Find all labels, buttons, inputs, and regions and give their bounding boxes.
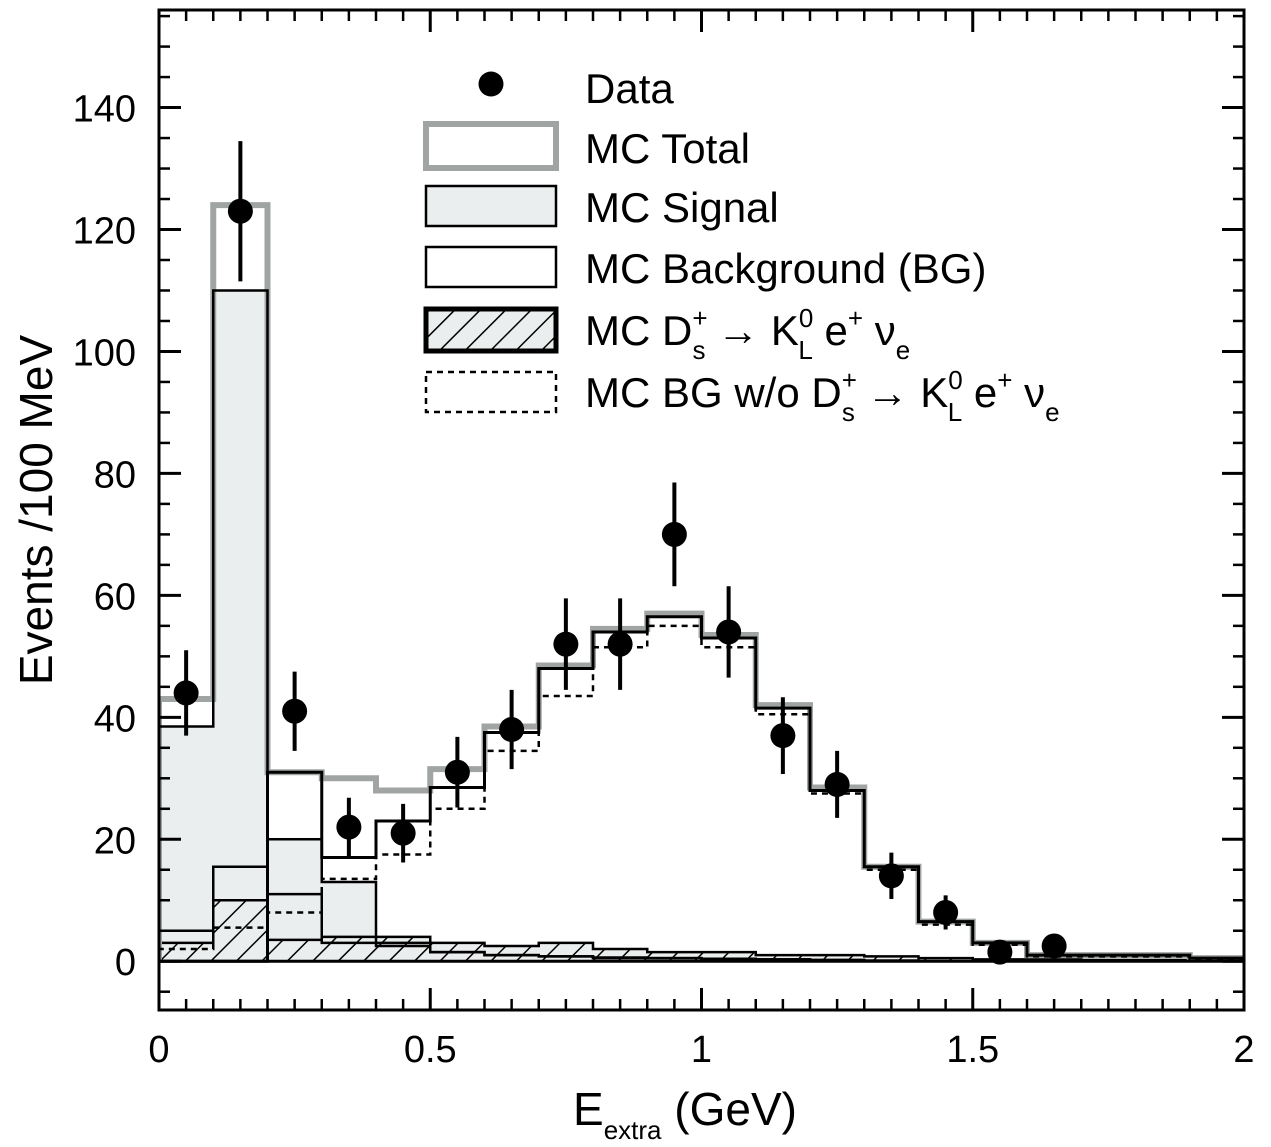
legend-label-data: Data	[585, 65, 674, 112]
y-tick-label: 120	[73, 211, 136, 253]
x-axis-title-subscript: extra	[604, 1115, 662, 1145]
data-point	[390, 820, 416, 846]
legend-bg-without-kl-key	[424, 370, 558, 414]
legend-mc-total-key	[423, 121, 559, 171]
data-point	[770, 723, 796, 749]
x-tick-label: 1	[691, 1029, 712, 1071]
legend-label-mc-total: MC Total	[585, 125, 750, 172]
x-tick-label: 2	[1233, 1029, 1254, 1071]
data-point	[444, 759, 470, 785]
data-point	[933, 899, 959, 925]
data-point	[824, 771, 850, 797]
x-axis-title: Eextra (GeV)	[573, 1083, 797, 1145]
legend-mc-signal-key	[424, 184, 558, 228]
x-tick-label: 0	[148, 1029, 169, 1071]
data-point	[553, 631, 579, 657]
data-points	[173, 141, 1067, 965]
mc-bg-without-kl-histogram	[159, 624, 1244, 962]
legend-kl-key	[423, 306, 559, 354]
y-tick-label: 80	[94, 454, 136, 496]
legend-mc-background-key	[424, 245, 558, 289]
legend-label-mc-background: MC Background (BG)	[585, 245, 986, 292]
data-point	[1041, 933, 1067, 959]
x-tick-label: 1.5	[946, 1029, 999, 1071]
y-tick-label: 140	[73, 89, 136, 131]
histogram-lines	[159, 202, 1244, 963]
legend: Data MC Total MC Signal MC Background (BG) M…	[423, 65, 1060, 427]
data-point	[173, 680, 199, 706]
y-tick-label: 0	[115, 942, 136, 984]
data-point	[336, 814, 362, 840]
x-axis-title-unit: (GeV)	[662, 1083, 797, 1135]
x-axis-title-main: E	[573, 1083, 604, 1135]
legend-label-mc-bg-without-kl: MC BG w/o D+ s → K0 L e+ νe	[585, 365, 1060, 427]
data-point	[227, 198, 253, 224]
data-point	[499, 717, 525, 743]
data-point	[987, 939, 1013, 965]
y-tick-label: 60	[94, 576, 136, 618]
legend-label-mc-kl: MC D+ s → K0 L e+ νe	[585, 303, 910, 365]
y-tick-label: 20	[94, 820, 136, 862]
y-axis-title: Events /100 MeV	[10, 335, 62, 686]
signal-bin	[159, 726, 214, 962]
data-point	[282, 698, 308, 724]
y-tick-label: 100	[73, 332, 136, 374]
axis-ticks	[157, 10, 1246, 1010]
data-point	[878, 863, 904, 889]
data-point	[661, 521, 687, 547]
signal-bin	[213, 290, 268, 962]
data-point	[716, 619, 742, 645]
y-tick-label: 40	[94, 698, 136, 740]
data-point	[607, 631, 633, 657]
legend-label-mc-signal: MC Signal	[585, 184, 779, 231]
x-tick-label: 0.5	[404, 1029, 457, 1071]
legend-data-marker	[478, 71, 504, 97]
